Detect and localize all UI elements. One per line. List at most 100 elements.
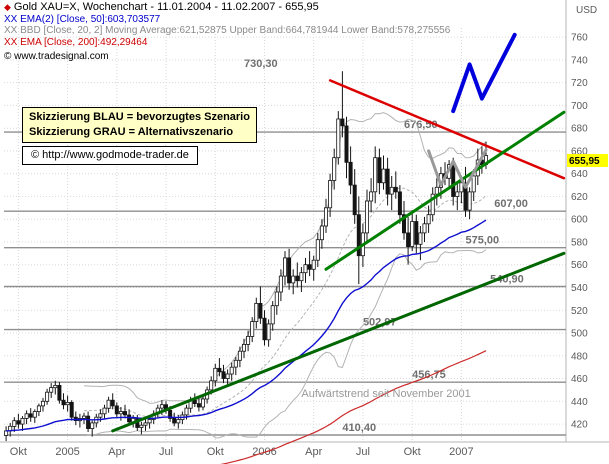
candle-body [209, 380, 214, 391]
candle-body [291, 275, 296, 284]
candle-body [381, 168, 386, 184]
candle-body [315, 239, 320, 261]
candle-body [237, 350, 242, 361]
candle-body [139, 424, 144, 428]
candle-body [434, 186, 439, 195]
candle-body [426, 214, 431, 225]
candle-body [90, 422, 95, 429]
candle-body [262, 317, 267, 341]
candle-body [69, 401, 74, 418]
y-axis-label: 720 [571, 78, 588, 89]
candle-body [176, 419, 181, 424]
candle-body [278, 275, 283, 293]
downtrend-resistance-line [328, 79, 566, 180]
candle-body [274, 291, 279, 307]
candle-body [241, 343, 246, 352]
bollinger-legend: XX BBD [Close, 20, 2] Moving Average:621… [4, 25, 451, 36]
candle-body [65, 401, 70, 406]
candle-body [233, 359, 238, 368]
candle-body [332, 157, 337, 181]
x-axis-label: Jul [356, 446, 370, 458]
x-axis-label: Okt [207, 446, 224, 458]
candle-body [311, 259, 316, 270]
candle-body [213, 367, 218, 382]
y-axis-label: 700 [571, 101, 588, 112]
candle-body [86, 415, 91, 430]
candle-body [36, 405, 41, 412]
uptrend-long-line [111, 251, 566, 433]
candle-body [364, 200, 369, 234]
y-axis-label: 500 [571, 329, 588, 340]
candle-body [369, 191, 374, 202]
candle-body [336, 118, 341, 159]
y-axis-label: 660 [571, 146, 588, 157]
candle-body [168, 409, 173, 419]
candle-body [123, 411, 128, 416]
candle-body [393, 186, 398, 193]
candle-body [225, 373, 230, 379]
candle-body [192, 399, 197, 405]
price-level-label: 575,00 [465, 235, 499, 247]
candle-body [106, 399, 111, 409]
candle-body [16, 420, 21, 425]
candle-body [397, 191, 402, 216]
y-axis-label: 740 [571, 55, 588, 66]
price-level-label: 676,50 [404, 119, 438, 131]
candle-body [28, 413, 33, 418]
y-axis-label: 620 [571, 192, 588, 203]
candle-body [270, 305, 275, 325]
y-axis-label: 760 [571, 33, 588, 44]
price-level-label: 540,90 [490, 273, 524, 285]
candle-body [340, 118, 345, 127]
candle-body [45, 391, 50, 402]
candle-body [41, 400, 46, 407]
x-axis-label: Okt [10, 446, 27, 458]
y-axis-label: 460 [571, 374, 588, 385]
candle-body [32, 411, 37, 418]
candle-body [344, 125, 349, 163]
candle-body [385, 168, 390, 195]
candle-body [389, 186, 394, 195]
candle-body [143, 422, 148, 426]
price-level-label: 730,30 [244, 58, 278, 70]
candle-body [282, 257, 287, 277]
candle-body [463, 182, 468, 211]
y-axis-label: 420 [571, 420, 588, 431]
godmode-url: © http://www.godmode-trader.de [31, 149, 189, 161]
candle-body [406, 232, 411, 247]
candle-body [20, 417, 25, 425]
godmode-url-box[interactable]: © http://www.godmode-trader.de [22, 146, 198, 165]
candle-body [352, 184, 357, 216]
candle-body [229, 366, 234, 375]
candle-body [127, 414, 132, 423]
candle-body [430, 193, 435, 216]
ema200-line [220, 350, 487, 464]
currency-label: USD [576, 5, 597, 16]
price-level-label: 502,97 [363, 317, 397, 329]
candle-body [102, 407, 107, 415]
candle-body [459, 182, 464, 193]
chart-header: ◆ Gold XAU=X, Wochenchart - 11.01.2004 - … [4, 1, 451, 63]
x-axis-label: 2007 [449, 446, 473, 458]
candle-body [53, 384, 58, 389]
y-axis-label: 600 [571, 215, 588, 226]
scenario-gray-sketch [427, 148, 488, 189]
scenario-legend-box: Skizzierung BLAU = bevorzugtes Szenario … [22, 107, 257, 143]
x-axis-label: Apr [305, 446, 322, 458]
candle-body [24, 413, 29, 419]
candle-body [159, 404, 164, 409]
candle-body [172, 417, 177, 424]
uptrend-annotation: Aufwärtstrend seit November 2001 [301, 388, 470, 400]
y-axis-label: 680 [571, 124, 588, 135]
candle-body [303, 264, 308, 274]
candle-body [82, 415, 87, 419]
candle-body [299, 272, 304, 282]
candle-body [422, 223, 427, 234]
y-axis-label: 540 [571, 283, 588, 294]
candle-body [12, 420, 17, 427]
candle-body [266, 323, 271, 341]
scenario-blue-sketch [451, 32, 517, 114]
candle-body [246, 335, 251, 345]
